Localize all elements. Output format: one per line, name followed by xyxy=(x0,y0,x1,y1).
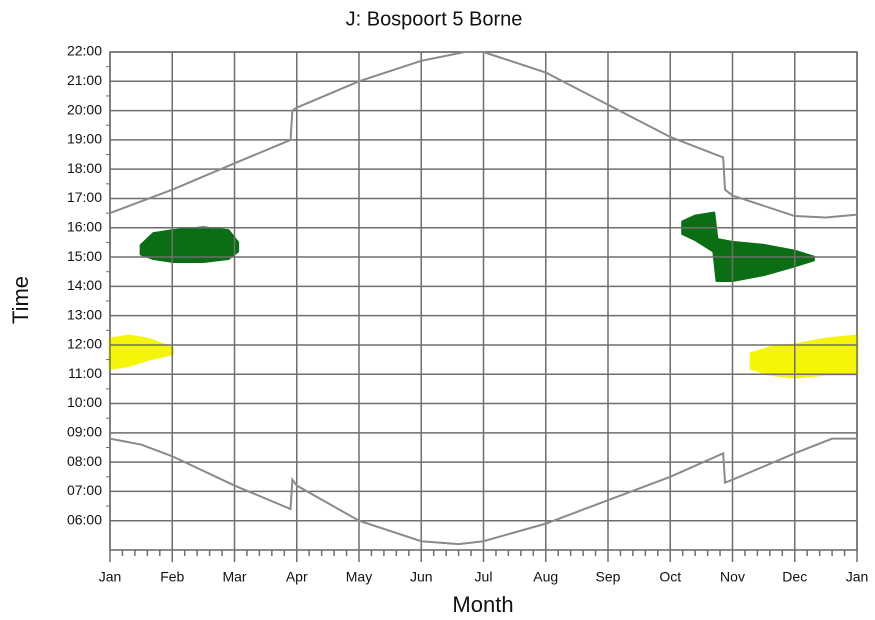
sun-line xyxy=(109,437,857,546)
y-tick-label: 07:00 xyxy=(67,482,102,498)
y-tick-label: 19:00 xyxy=(67,131,102,147)
x-tick-label: Dec xyxy=(782,569,807,585)
x-tick-label: Jan xyxy=(99,569,122,585)
shade-region xyxy=(681,211,815,282)
sun-line xyxy=(109,51,858,219)
y-tick-label: 08:00 xyxy=(67,453,102,469)
x-tick-label: Nov xyxy=(720,569,745,585)
x-tick-label: Sep xyxy=(596,569,621,585)
x-tick-label: May xyxy=(346,569,372,585)
y-tick-label: 20:00 xyxy=(67,101,102,117)
y-tick-label: 16:00 xyxy=(67,218,102,234)
y-tick-label: 13:00 xyxy=(67,306,102,322)
y-tick-label: 14:00 xyxy=(67,277,102,293)
x-tick-label: Aug xyxy=(533,569,558,585)
y-tick-label: 06:00 xyxy=(67,511,102,527)
x-axis-label: Month xyxy=(452,592,513,617)
y-tick-label: 17:00 xyxy=(67,189,102,205)
y-tick-label: 12:00 xyxy=(67,336,102,352)
x-tick-label: Apr xyxy=(286,569,308,585)
x-tick-label: Jul xyxy=(475,569,493,585)
chart-title: J: Bospoort 5 Borne xyxy=(346,8,523,30)
x-tick-label: Mar xyxy=(222,569,246,585)
y-tick-label: 22:00 xyxy=(67,43,102,59)
x-tick-label: Jan xyxy=(846,569,869,585)
y-tick-label: 15:00 xyxy=(67,248,102,264)
x-tick-label: Oct xyxy=(659,569,681,585)
y-tick-label: 21:00 xyxy=(67,72,102,88)
y-tick-label: 18:00 xyxy=(67,160,102,176)
y-tick-label: 11:00 xyxy=(68,365,102,381)
x-tick-label: Jun xyxy=(410,569,433,585)
y-axis-label: Time xyxy=(8,276,33,324)
y-tick-label: 10:00 xyxy=(67,394,102,410)
y-tick-label: 09:00 xyxy=(67,424,102,440)
x-tick-label: Feb xyxy=(160,569,184,585)
